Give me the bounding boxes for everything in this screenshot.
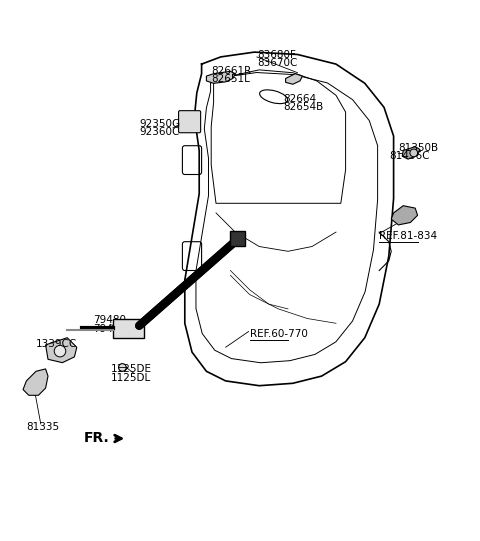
Polygon shape [286, 74, 302, 84]
Polygon shape [23, 369, 48, 395]
Ellipse shape [260, 90, 288, 104]
Polygon shape [402, 147, 420, 159]
Text: 92360C: 92360C [139, 127, 180, 137]
Text: 82651L: 82651L [211, 74, 250, 84]
Text: 79480: 79480 [94, 315, 127, 326]
Text: 81335: 81335 [26, 421, 60, 432]
FancyBboxPatch shape [182, 242, 202, 270]
Circle shape [410, 149, 418, 157]
Text: 1125DE: 1125DE [110, 365, 151, 374]
Text: 92350G: 92350G [139, 118, 180, 129]
Polygon shape [206, 71, 235, 83]
FancyBboxPatch shape [182, 146, 202, 175]
Text: 81350B: 81350B [398, 143, 439, 153]
Polygon shape [46, 338, 77, 362]
Text: 79490: 79490 [94, 324, 127, 334]
Text: 83670C: 83670C [257, 58, 297, 68]
Text: FR.: FR. [84, 432, 110, 445]
Text: 1125DL: 1125DL [110, 373, 151, 382]
Text: REF.81-834: REF.81-834 [379, 231, 437, 241]
Polygon shape [391, 206, 418, 225]
Circle shape [54, 345, 66, 357]
Text: REF.60-770: REF.60-770 [250, 329, 308, 339]
Text: 82654B: 82654B [283, 102, 324, 113]
Text: 82661R: 82661R [211, 66, 252, 76]
Text: 83680F: 83680F [257, 49, 296, 60]
Text: 81456C: 81456C [389, 151, 429, 161]
Text: 1339CC: 1339CC [36, 339, 77, 349]
Text: 82664: 82664 [283, 94, 316, 104]
FancyBboxPatch shape [113, 319, 144, 338]
Circle shape [119, 364, 126, 371]
FancyBboxPatch shape [230, 231, 245, 246]
FancyBboxPatch shape [179, 111, 201, 133]
